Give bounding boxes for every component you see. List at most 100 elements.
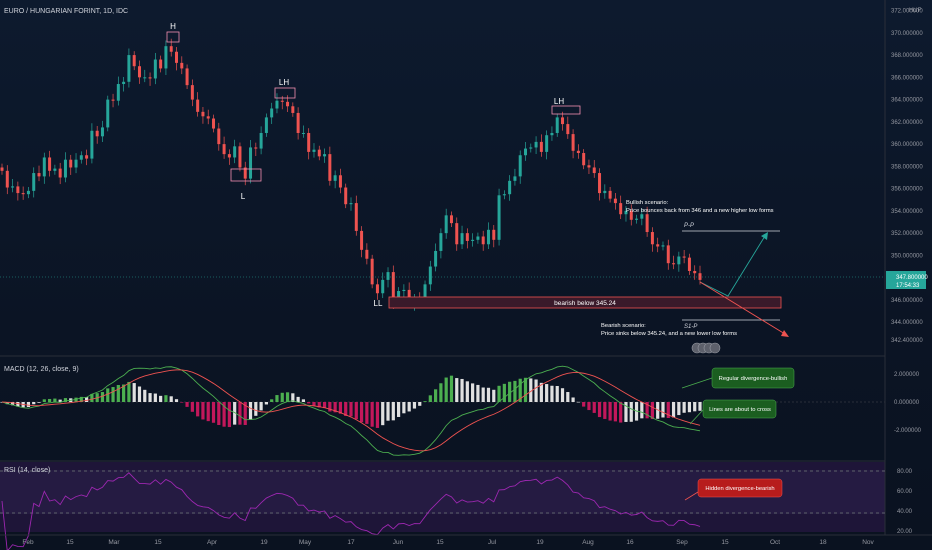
candle-body [217, 128, 221, 145]
price-tick: 342.400000 [891, 338, 923, 344]
candle-body [148, 77, 152, 79]
candle-body [11, 186, 15, 188]
macd-bar [534, 379, 538, 402]
candle-body [85, 155, 89, 159]
candle-body [513, 176, 517, 181]
macd-bar [174, 399, 179, 402]
time-tick: Jun [393, 539, 404, 546]
time-tick: Feb [22, 539, 34, 546]
macd-bar [640, 402, 644, 419]
bearish-zone[interactable] [388, 296, 782, 309]
time-tick: 15 [154, 539, 162, 546]
candle-body [460, 233, 464, 245]
macd-tick: 2.000000 [894, 372, 920, 378]
price-axis[interactable]: 372.000000 370.000000 368.000000 366.000000… [891, 9, 923, 344]
countdown-value: 17:54:33 [896, 283, 920, 289]
lh1-box[interactable] [274, 87, 296, 99]
candle-body [222, 144, 226, 155]
macd-bar [5, 402, 9, 405]
candle-body [344, 187, 348, 205]
macd-bar [106, 388, 110, 402]
macd-bar [58, 399, 62, 402]
macd-bar [455, 378, 459, 402]
candle-body [370, 258, 374, 285]
l-box[interactable] [230, 168, 262, 182]
h-box[interactable] [166, 31, 180, 43]
candle-body [21, 193, 25, 195]
macd-bar [354, 402, 358, 420]
candle-body [571, 134, 575, 151]
rsi-callout-box[interactable] [697, 478, 783, 498]
macd-bar [328, 402, 332, 412]
macd-bar [100, 392, 105, 402]
candle-body [391, 272, 395, 304]
price-tick: 362.000000 [891, 120, 923, 126]
macd-bar [307, 402, 311, 404]
candle-body [95, 130, 99, 137]
macd-bar [159, 395, 163, 402]
rsi-axis[interactable]: 80.00 60.00 40.00 20.00 [897, 469, 913, 535]
replay-controls[interactable] [691, 342, 721, 354]
pp-label: P-P [684, 223, 694, 229]
candle-body [164, 46, 168, 69]
price-tick: 372.000000 [891, 9, 923, 15]
candle-body [677, 256, 681, 265]
lh2-box[interactable] [551, 105, 581, 115]
candle-body [640, 214, 644, 219]
price-tick: 366.000000 [891, 75, 923, 81]
macd-bar [381, 402, 385, 426]
macd-bar [301, 399, 306, 402]
macd-bar [222, 402, 226, 427]
macd-bar [85, 397, 89, 402]
macd-bar [190, 402, 194, 412]
candle-body [317, 149, 321, 157]
macd-bar [116, 385, 120, 402]
price-tick: 344.000000 [891, 320, 923, 326]
macd-bar [418, 402, 422, 406]
callout2-box[interactable] [702, 399, 777, 419]
candle-body [698, 273, 702, 280]
macd-bar [402, 402, 406, 414]
current-price-value: 347.800000 [896, 275, 928, 281]
macd-bar [16, 402, 20, 407]
macd-bar [481, 387, 485, 402]
candle-body [492, 229, 496, 240]
candle-body [122, 81, 126, 85]
bullish-path[interactable] [699, 235, 766, 297]
macd-bar [619, 402, 623, 423]
macd-bar [217, 402, 221, 425]
candle-body [635, 218, 639, 220]
callout1-box[interactable] [711, 367, 795, 389]
callout1-pointer [681, 377, 713, 389]
candle-body [534, 141, 538, 148]
macd-bar [201, 402, 205, 420]
macd-bar [63, 398, 68, 402]
candle-body [613, 198, 617, 204]
time-axis[interactable]: Feb 15 Mar 15 Apr 19 May 17 Jun 15 Jul 19 Aug 16 Sep 15… [22, 539, 874, 546]
macd-bar [502, 383, 506, 402]
macd-bar [518, 378, 522, 402]
macd-bar [693, 402, 697, 412]
macd-bar [317, 402, 321, 408]
candle-body [471, 239, 475, 241]
control-dot-4[interactable] [709, 342, 721, 354]
macd-bar [148, 393, 152, 402]
bullish-arrowhead [761, 232, 768, 240]
macd-bar [53, 398, 57, 402]
macd-bar [592, 402, 596, 413]
candle-body [280, 100, 284, 102]
price-tick: 356.000000 [891, 187, 923, 193]
macd-bar [275, 395, 279, 402]
candle-body [693, 270, 697, 274]
macd-axis[interactable]: 2.000000 0.000000 -2.000000 [894, 372, 922, 434]
h-label: H [170, 22, 176, 31]
candle-body [190, 85, 194, 100]
macd-bar [629, 402, 633, 422]
macd-bar [296, 396, 300, 402]
macd-bar [291, 393, 295, 402]
bearish-path[interactable] [699, 281, 786, 335]
callout2-pointer [689, 409, 704, 425]
current-price-badge [886, 271, 926, 289]
candle-body [497, 195, 501, 240]
